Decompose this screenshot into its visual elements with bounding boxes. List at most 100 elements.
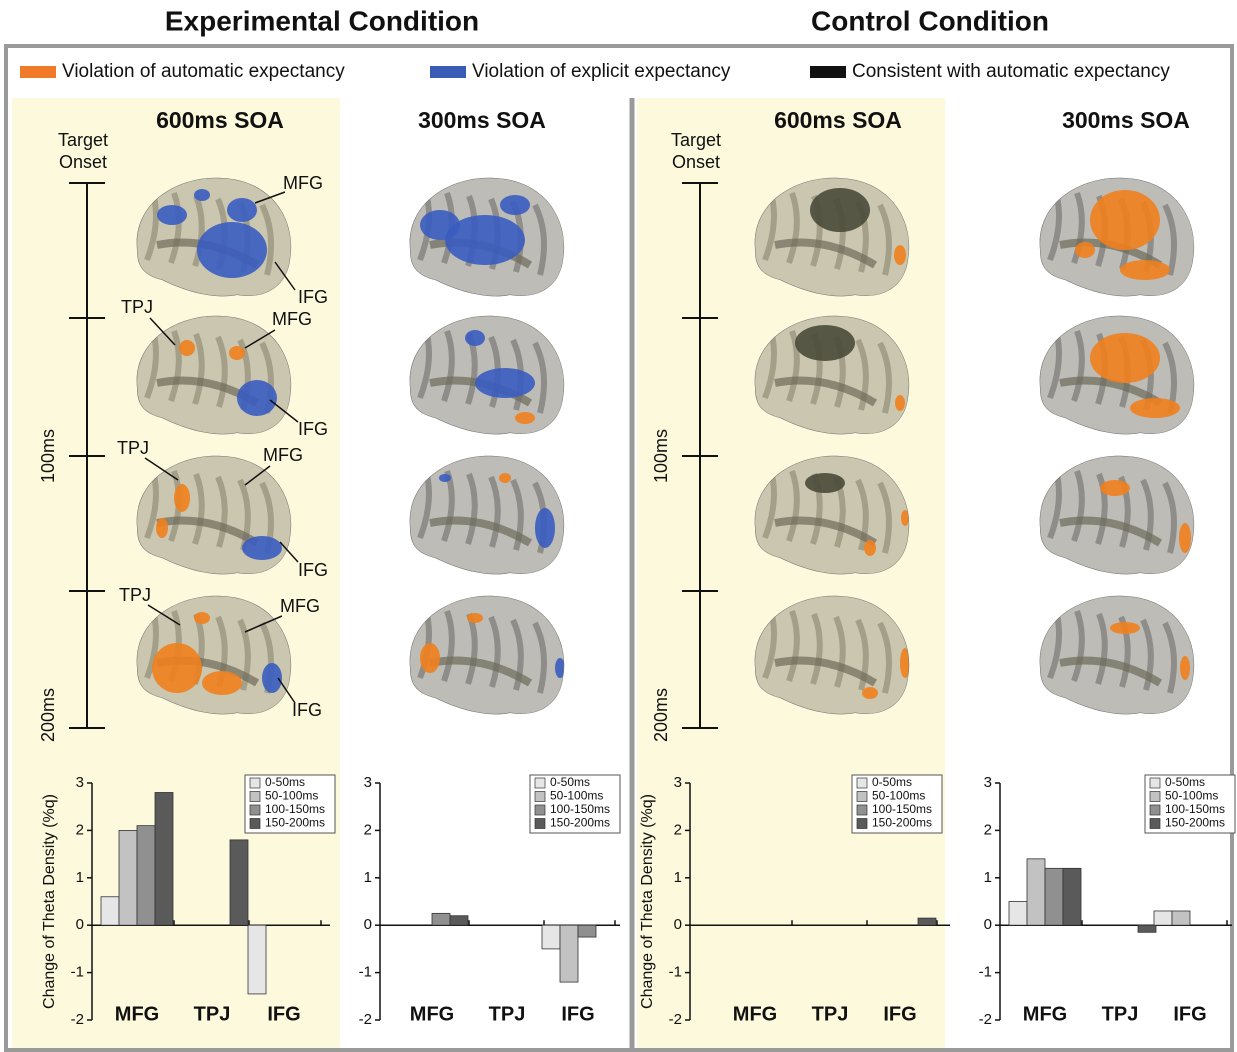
activation: [467, 613, 483, 623]
timeline-onset: Target Onset: [671, 130, 721, 172]
brain-outline: [1039, 315, 1195, 435]
brain-outline: [754, 177, 910, 297]
legend-swatch: [1149, 777, 1161, 789]
activation: [237, 380, 277, 416]
activation: [1110, 622, 1140, 634]
activation: [499, 473, 511, 483]
y-tick-label: 2: [674, 821, 682, 838]
frame: [4, 44, 1234, 1052]
activation: [1120, 260, 1170, 280]
activation: [862, 687, 878, 699]
legend-swatch: [534, 818, 546, 829]
activation: [445, 215, 525, 265]
panel-title: 300ms SOA: [1062, 107, 1190, 133]
y-tick-label: -1: [669, 964, 682, 981]
sylvian-fissure: [429, 516, 533, 547]
x-tick-label: IFG: [267, 1003, 300, 1025]
legend-label: 50-100ms: [872, 789, 925, 803]
legend-label: Violation of explicit expectancy: [472, 61, 731, 82]
legend-label: 100-150ms: [872, 802, 932, 816]
brain-label: IFG: [298, 419, 328, 439]
y-tick-label: 2: [76, 821, 84, 838]
legend-swatch: [534, 777, 546, 789]
legend-label: 50-100ms: [550, 789, 603, 803]
brain: [754, 455, 910, 575]
legend-label: 150-200ms: [872, 816, 932, 830]
label-leader: [244, 465, 271, 486]
sylvian-fissure: [1059, 656, 1163, 687]
activation: [197, 222, 267, 278]
panel-title: 300ms SOA: [418, 107, 546, 133]
bar: [577, 924, 597, 938]
legend-swatch: [249, 777, 261, 789]
sulcus: [1095, 612, 1108, 685]
sulcus: [441, 609, 455, 682]
y-tick-label: 0: [674, 916, 682, 933]
activation: [805, 473, 845, 493]
legend-swatch: [249, 791, 261, 802]
content: Violation of automatic expectancy Violati…: [20, 61, 1236, 1028]
activation: [420, 643, 440, 673]
activation: [194, 612, 210, 624]
brain-outline: [136, 315, 292, 435]
brain: [409, 455, 565, 575]
bar: [541, 924, 561, 950]
bar: [431, 912, 451, 926]
legend-swatch: [856, 791, 868, 802]
y-tick-label: -1: [359, 964, 372, 981]
legend-swatch: [856, 777, 868, 789]
activation: [194, 189, 210, 201]
brain-outline: [136, 177, 292, 297]
activation: [1090, 333, 1160, 383]
sulcus: [532, 203, 547, 276]
legend-swatch: [1149, 818, 1161, 829]
sulcus: [1140, 618, 1154, 691]
bar: [917, 917, 937, 926]
sulcus: [441, 329, 455, 402]
brain-label: IFG: [298, 560, 328, 580]
sulcus: [833, 615, 846, 688]
y-axis-title: Change of Theta Density (%q): [41, 794, 58, 1009]
brain-outline: [1039, 455, 1195, 575]
legend-swatch: [430, 66, 466, 78]
legend-label: 150-200ms: [1165, 816, 1225, 830]
brain: [409, 177, 565, 297]
y-tick-label: 2: [364, 821, 372, 838]
sulcus: [465, 472, 478, 545]
y-tick-label: -2: [979, 1011, 992, 1028]
legend-swatch: [534, 791, 546, 802]
x-tick-label: IFG: [883, 1003, 916, 1025]
brain: [754, 177, 910, 297]
timeline-onset: Target Onset: [58, 130, 108, 172]
brain-label: MFG: [283, 173, 323, 193]
label-leader: [274, 261, 296, 291]
sulcus: [786, 329, 800, 402]
label-leader: [244, 329, 276, 349]
timeline-end: 200ms: [38, 688, 58, 742]
brain-outline: [409, 455, 565, 575]
activation: [262, 663, 282, 693]
brain-label: IFG: [292, 700, 322, 720]
sulcus: [877, 203, 892, 276]
sulcus: [532, 341, 547, 414]
brain: [754, 595, 910, 715]
legend-swatch: [534, 804, 546, 816]
brain-label: TPJ: [121, 297, 153, 317]
sulcus: [192, 472, 205, 545]
label-leader: [277, 677, 296, 704]
sylvian-fissure: [774, 516, 878, 547]
sylvian-fissure: [1059, 376, 1163, 407]
sulcus: [488, 615, 501, 688]
activation: [1130, 398, 1180, 418]
bar: [1044, 867, 1064, 926]
sulcus: [1162, 621, 1177, 694]
activation: [202, 671, 242, 695]
brain-outline: [409, 595, 565, 715]
activation: [420, 210, 460, 240]
bar: [1026, 858, 1046, 926]
bar: [247, 924, 267, 995]
legend-swatch: [249, 804, 261, 816]
brain-outline: [1039, 595, 1195, 715]
legend-swatch: [856, 818, 868, 829]
